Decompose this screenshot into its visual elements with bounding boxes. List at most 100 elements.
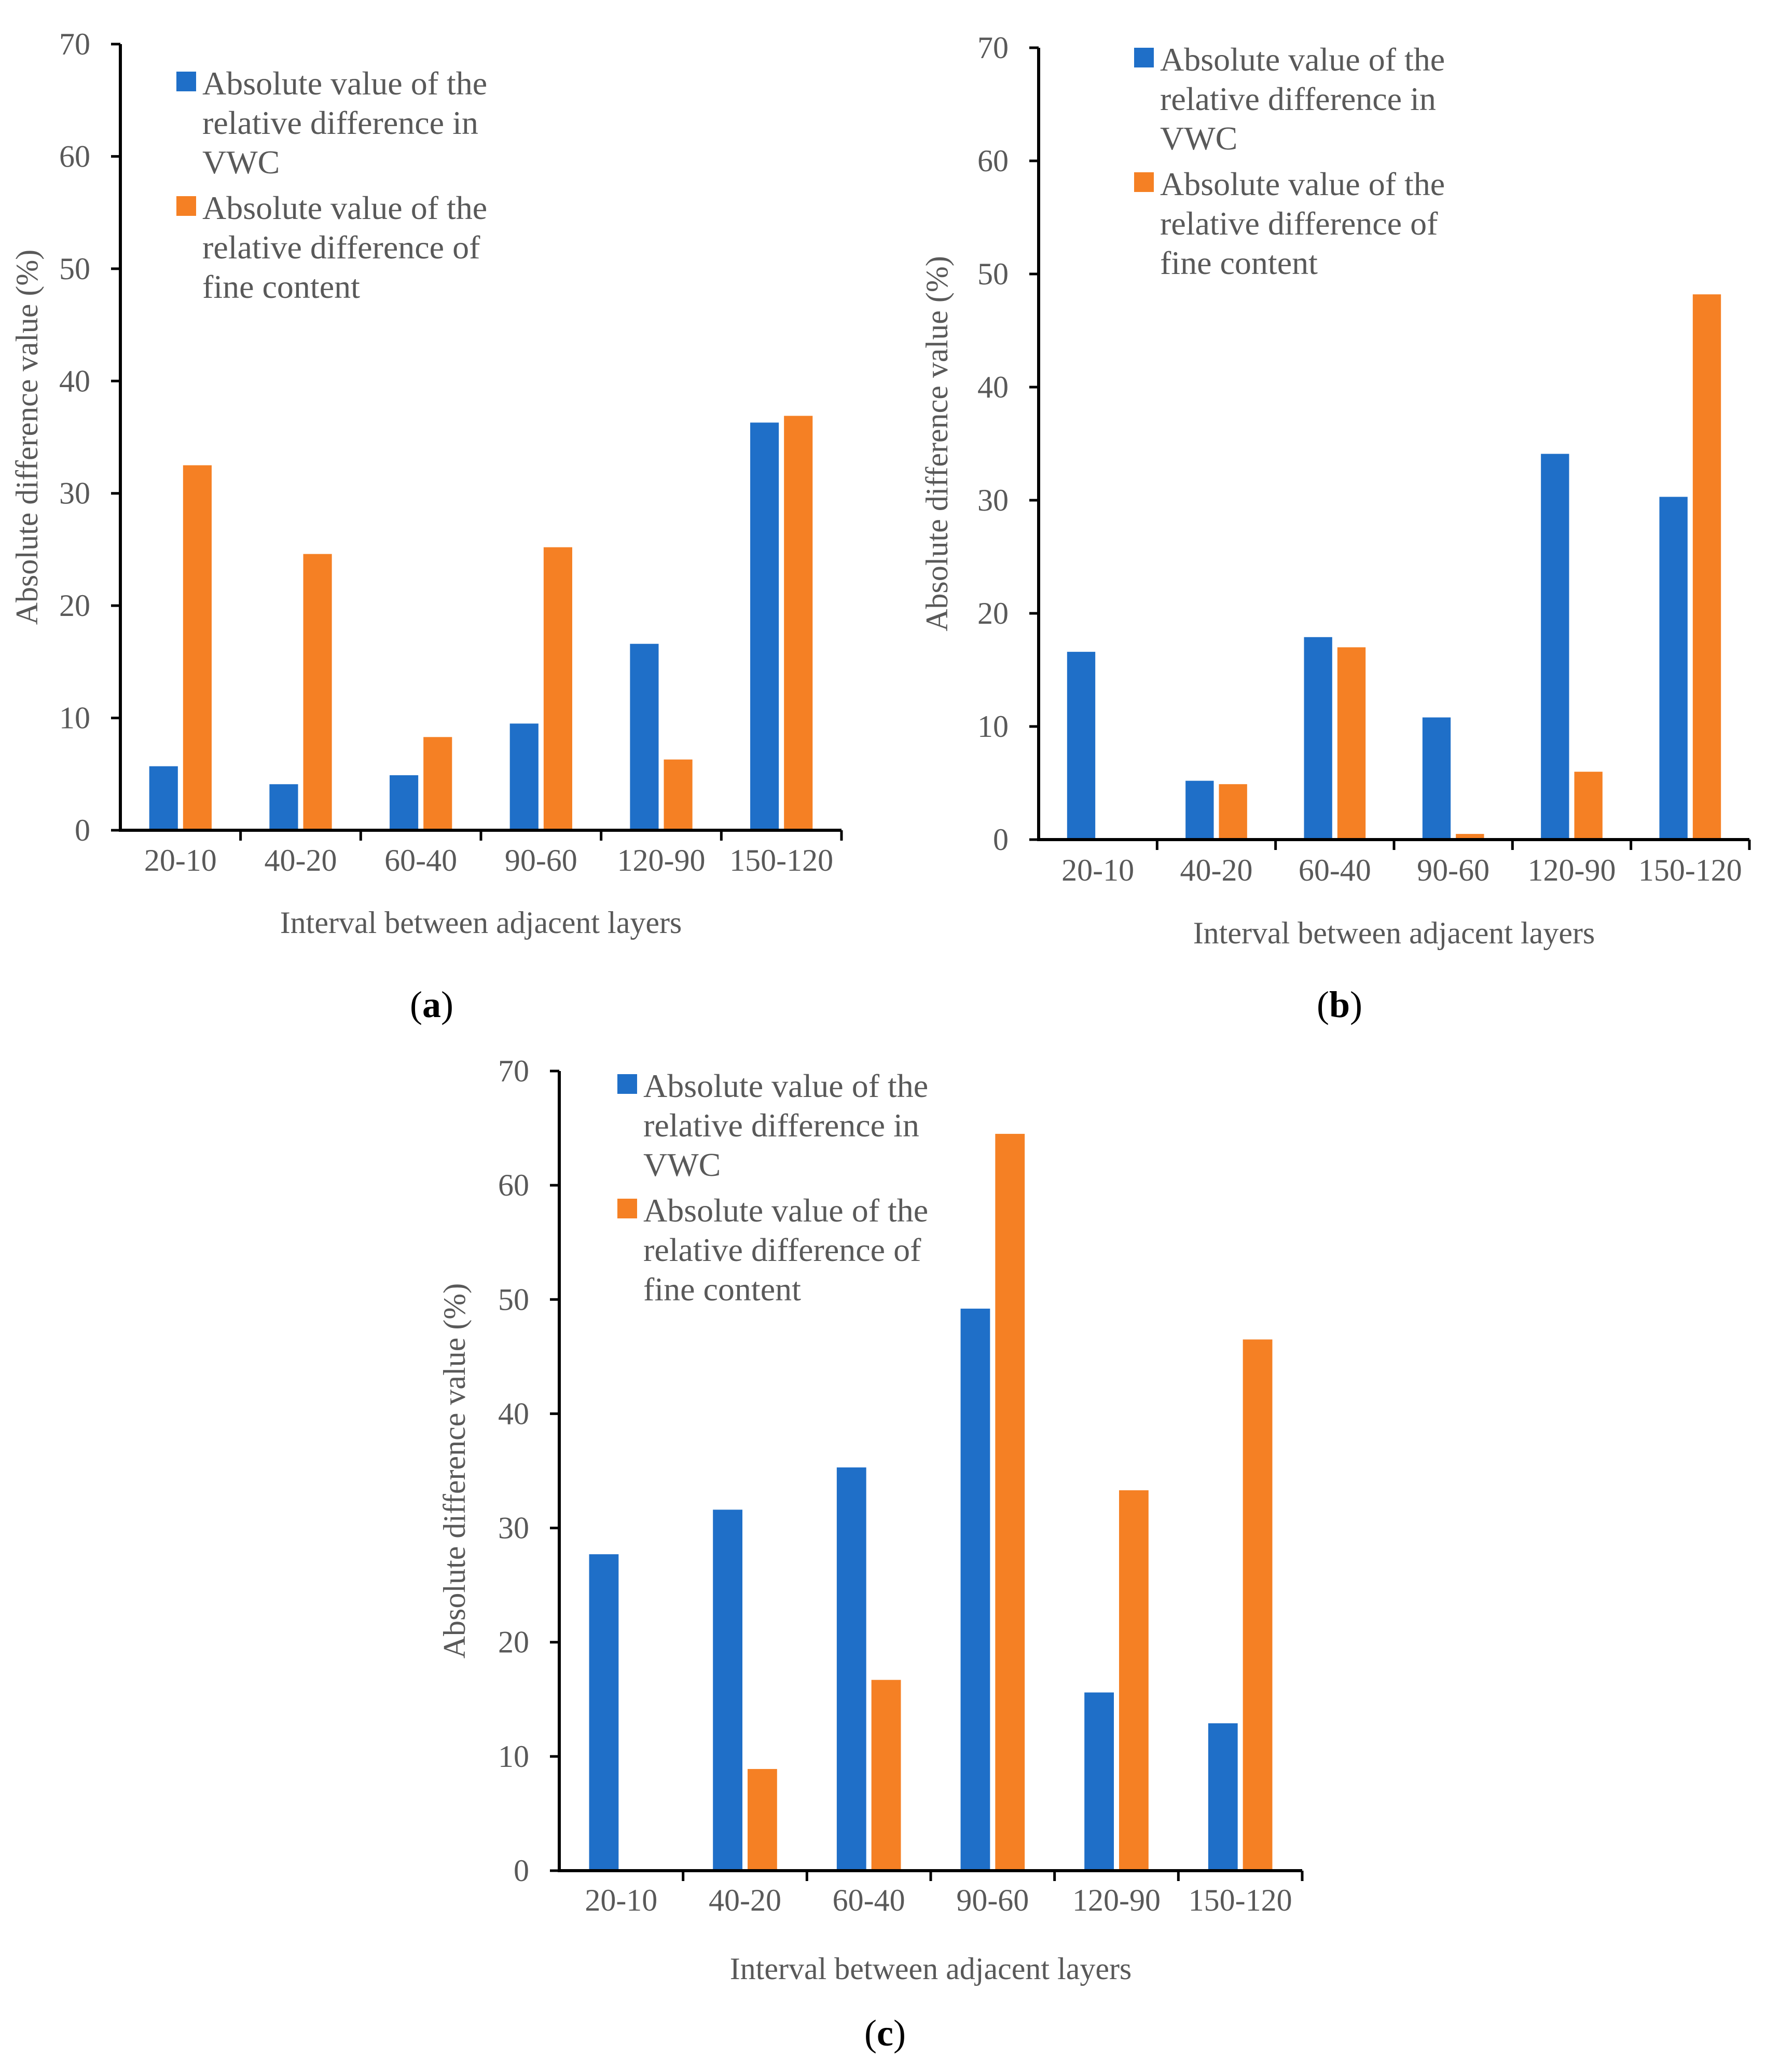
legend-label-vwc: Absolute value of the [202, 65, 487, 102]
y-tick-label: 20 [977, 596, 1009, 630]
bar-fine-40-20 [748, 1769, 777, 1871]
x-tick-label: 60-40 [384, 843, 457, 877]
chart-c: 0 10 20 30 40 50 60 70 20-10 40-20 60-40 90-60 120-9… [437, 1054, 1304, 2054]
legend-label-fine: relative difference of [643, 1231, 921, 1268]
bar-vwc-150-120 [750, 422, 779, 830]
legend-label-vwc: Absolute value of the [1160, 41, 1445, 78]
y-tick-label: 10 [59, 701, 90, 735]
legend-label-fine: relative difference of [202, 229, 480, 266]
x-axis-title: Interval between adjacent layers [280, 905, 682, 940]
bar-fine-40-20 [1219, 784, 1247, 840]
y-tick-label: 50 [59, 252, 90, 286]
bar-fine-60-40 [1337, 647, 1366, 840]
y-tick-label: 0 [514, 1854, 529, 1888]
x-tick-label: 60-40 [1299, 853, 1371, 887]
panel-label-letter: c [877, 2012, 893, 2054]
bar-vwc-20-10 [149, 766, 178, 830]
x-tick-label: 150-120 [1638, 853, 1742, 887]
y-axis-title: Absolute difference value (%) [10, 250, 44, 625]
x-tick-label: 90-60 [1417, 853, 1489, 887]
x-tick-label: 20-10 [1061, 853, 1134, 887]
y-tick-label: 50 [977, 257, 1009, 291]
legend-swatch-vwc [617, 1074, 637, 1094]
legend-label-fine: fine content [202, 268, 360, 305]
bar-fine-90-60 [995, 1134, 1025, 1871]
bar-vwc-150-120 [1208, 1723, 1238, 1871]
y-tick-label: 70 [498, 1054, 529, 1088]
bar-vwc-90-60 [1422, 717, 1451, 840]
legend-label-vwc: VWC [202, 144, 280, 181]
bar-vwc-40-20 [1185, 780, 1214, 840]
legend-label-fine: fine content [1160, 244, 1318, 281]
bar-vwc-150-120 [1659, 497, 1688, 840]
bar-vwc-40-20 [269, 784, 298, 830]
legend-label-fine: Absolute value of the [643, 1192, 928, 1229]
y-tick-label: 10 [977, 709, 1009, 744]
legend-swatch-fine [617, 1199, 637, 1218]
legend-label-fine: Absolute value of the [202, 189, 487, 226]
panel-label-open: ( [1317, 984, 1329, 1025]
legend-swatch-fine [1134, 172, 1154, 192]
y-tick-label: 40 [498, 1396, 529, 1431]
x-tick-label: 20-10 [144, 843, 217, 877]
x-tick-label: 60-40 [833, 1883, 905, 1917]
y-tick-label: 0 [75, 813, 90, 847]
y-tick-label: 60 [498, 1168, 529, 1202]
x-tick-label: 40-20 [1180, 853, 1253, 887]
x-axis-title: Interval between adjacent layers [1193, 916, 1595, 950]
bar-fine-150-120 [1692, 294, 1721, 840]
panel-label-a: (a) [410, 984, 453, 1025]
legend-label-vwc: VWC [643, 1146, 721, 1183]
panel-label-open: ( [864, 2012, 877, 2054]
x-axis-title: Interval between adjacent layers [730, 1952, 1132, 1986]
legend-label-vwc: relative difference in [1160, 80, 1436, 117]
y-tick-label: 20 [59, 588, 90, 623]
x-tick-label: 120-90 [1072, 1883, 1161, 1917]
panel-label-c: (c) [864, 2012, 906, 2054]
bar-vwc-90-60 [960, 1308, 990, 1871]
y-tick-label: 70 [977, 31, 1009, 65]
legend-label-vwc: VWC [1160, 120, 1237, 157]
bar-vwc-20-10 [589, 1554, 619, 1871]
bar-vwc-60-40 [390, 775, 419, 830]
bar-fine-120-90 [1574, 772, 1603, 840]
chart-a: 0 10 20 30 40 50 60 70 20-10 40-20 60-40 90-60 120-9… [10, 27, 843, 1025]
y-tick-label: 30 [59, 476, 90, 511]
bar-vwc-120-90 [1084, 1692, 1114, 1871]
legend-swatch-fine [176, 196, 196, 216]
y-tick-label: 30 [977, 483, 1009, 517]
bar-fine-150-120 [1243, 1339, 1273, 1871]
legend-swatch-vwc [176, 72, 196, 91]
x-tick-label: 90-60 [956, 1883, 1029, 1917]
y-tick-label: 50 [498, 1282, 529, 1316]
y-tick-label: 0 [993, 822, 1009, 857]
legend-label-vwc: relative difference in [643, 1107, 919, 1144]
y-tick-label: 60 [977, 144, 1009, 178]
panel-label-letter: b [1329, 984, 1350, 1025]
y-tick-label: 30 [498, 1511, 529, 1545]
panel-label-open: ( [410, 984, 422, 1025]
bar-fine-120-90 [664, 759, 693, 830]
chart-b: 0 10 20 30 40 50 60 70 20-10 40-20 60-40 90-60 120-9… [920, 31, 1751, 1025]
bar-fine-60-40 [423, 737, 452, 830]
bar-fine-120-90 [1119, 1490, 1149, 1871]
x-tick-label: 40-20 [265, 843, 337, 877]
bar-vwc-90-60 [509, 723, 539, 830]
panel-label-close: ) [893, 2012, 906, 2054]
panel-label-close: ) [441, 984, 453, 1025]
bar-fine-20-10 [183, 465, 212, 830]
y-axis-title: Absolute difference value (%) [920, 256, 954, 632]
bar-vwc-60-40 [1304, 637, 1332, 840]
bar-fine-60-40 [871, 1680, 901, 1871]
x-tick-label: 150-120 [729, 843, 833, 877]
bar-vwc-40-20 [713, 1510, 742, 1871]
y-tick-label: 40 [977, 370, 1009, 404]
panel-label-letter: a [422, 984, 441, 1025]
legend-label-fine: relative difference of [1160, 205, 1438, 242]
bar-vwc-20-10 [1067, 652, 1096, 840]
bar-vwc-60-40 [836, 1467, 866, 1871]
y-tick-label: 10 [498, 1739, 529, 1774]
